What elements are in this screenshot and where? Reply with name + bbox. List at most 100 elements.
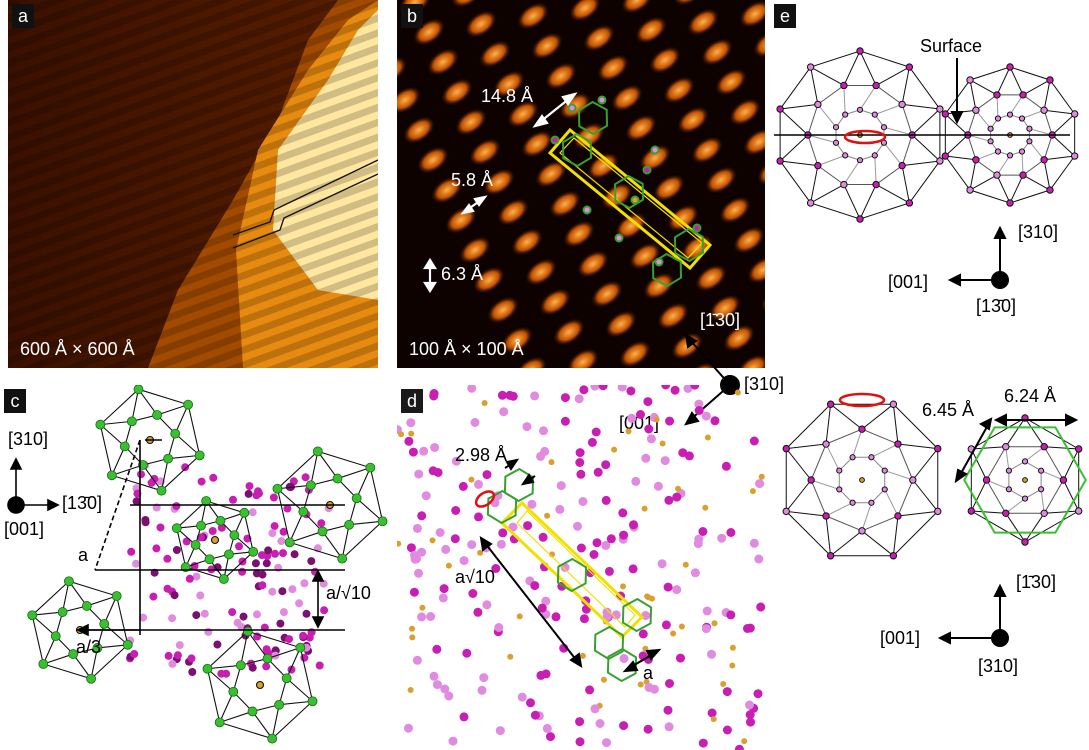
atom: [941, 152, 950, 160]
atom: [1002, 443, 1010, 451]
cluster-edge: [970, 448, 988, 481]
atom-green: [284, 537, 295, 548]
atom: [987, 125, 994, 132]
atom: [702, 504, 709, 511]
hexagon-outline: [606, 647, 638, 683]
atom: [590, 704, 600, 714]
atom: [987, 138, 994, 145]
scale-label-b: 100 Å × 100 Å: [409, 339, 524, 359]
stm-spot: [468, 138, 502, 166]
cluster-edge: [902, 160, 940, 167]
atom: [710, 716, 717, 723]
stm-spot: [708, 294, 742, 322]
atom: [268, 529, 277, 538]
icosahedron-edge: [43, 653, 74, 665]
hexagon-outline: [613, 174, 645, 210]
atom: [517, 692, 527, 702]
cluster-edge: [1024, 446, 1045, 462]
atom: [649, 595, 655, 602]
cluster-edge: [811, 479, 840, 490]
atom: [836, 486, 843, 493]
atom: [253, 610, 261, 619]
atom: [590, 385, 600, 391]
atom: [994, 115, 1002, 122]
atom: [832, 139, 840, 146]
atom: [683, 385, 693, 393]
hexagon-outline: [577, 100, 609, 136]
icosahedron-edge: [174, 404, 189, 434]
stm-spot: [548, 190, 582, 218]
atom: [481, 400, 488, 406]
atom: [589, 550, 599, 559]
atom: [573, 521, 582, 531]
atom: [542, 723, 552, 733]
atom-green: [183, 399, 194, 410]
cluster-edge: [969, 79, 977, 111]
atom: [560, 416, 570, 426]
atom: [468, 476, 475, 483]
icosahedron-edge: [100, 420, 132, 426]
atom: [301, 473, 310, 482]
atom-green: [99, 618, 110, 629]
atom-green: [242, 626, 253, 637]
atom: [741, 738, 748, 745]
atom: [462, 648, 472, 658]
atom: [409, 634, 416, 641]
stm-spot: [614, 212, 648, 240]
atom: [127, 547, 136, 556]
atom: [894, 440, 902, 448]
atom-green: [64, 576, 74, 587]
atom: [233, 618, 242, 627]
direction-label-e-310-top: [310]: [1018, 222, 1059, 242]
icosahedron-edge: [160, 458, 169, 491]
atom: [482, 470, 492, 480]
stm-image-atomic: [397, 0, 765, 368]
atom: [606, 534, 616, 544]
icosahedron-edge: [90, 647, 98, 679]
atom: [806, 63, 815, 71]
atom: [491, 564, 501, 573]
atom: [279, 527, 288, 536]
atom: [137, 470, 145, 479]
direction-label-e-001-bot: [001]: [880, 628, 921, 648]
atom: [139, 613, 148, 622]
atom: [849, 454, 856, 461]
atom: [649, 684, 659, 694]
atom: [192, 572, 201, 581]
cluster-edge: [971, 446, 1006, 450]
stm-spot: [590, 280, 624, 308]
atom: [417, 547, 427, 557]
stm-spot: [440, 78, 474, 106]
cluster-edge: [911, 134, 941, 162]
atom: [204, 627, 213, 636]
scale-label-a: 600 Å × 600 Å: [20, 339, 135, 359]
atom: [410, 550, 419, 560]
panel-b: b 14.8 Å 5.8 Å 6.3 Å [1̄30] 100 Å × 100 …: [397, 0, 765, 368]
atom: [602, 738, 611, 748]
cluster-edge: [986, 479, 1010, 490]
atom: [684, 451, 694, 461]
cluster-edge: [875, 184, 910, 204]
atom: [598, 385, 608, 391]
cluster-edge: [967, 134, 991, 142]
atom: [541, 596, 551, 606]
atom: [579, 385, 589, 395]
atom: [175, 641, 184, 650]
atom: [868, 499, 875, 506]
atom: [556, 481, 566, 491]
atom: [582, 205, 592, 215]
cluster-edge: [1021, 151, 1024, 176]
icosahedron-edge: [219, 691, 234, 723]
cluster-projections: [774, 47, 1087, 647]
cluster-edge: [1062, 448, 1080, 481]
atom: [592, 538, 602, 548]
atom: [746, 717, 755, 727]
atom: [936, 157, 944, 165]
cluster-edge: [996, 66, 1011, 96]
atom: [993, 171, 1001, 179]
atom: [290, 550, 299, 559]
lattice-label-asqrt10: a/√10: [326, 583, 371, 603]
atom: [412, 523, 422, 533]
atom: [435, 528, 445, 537]
icosahedron-edge: [207, 668, 234, 693]
